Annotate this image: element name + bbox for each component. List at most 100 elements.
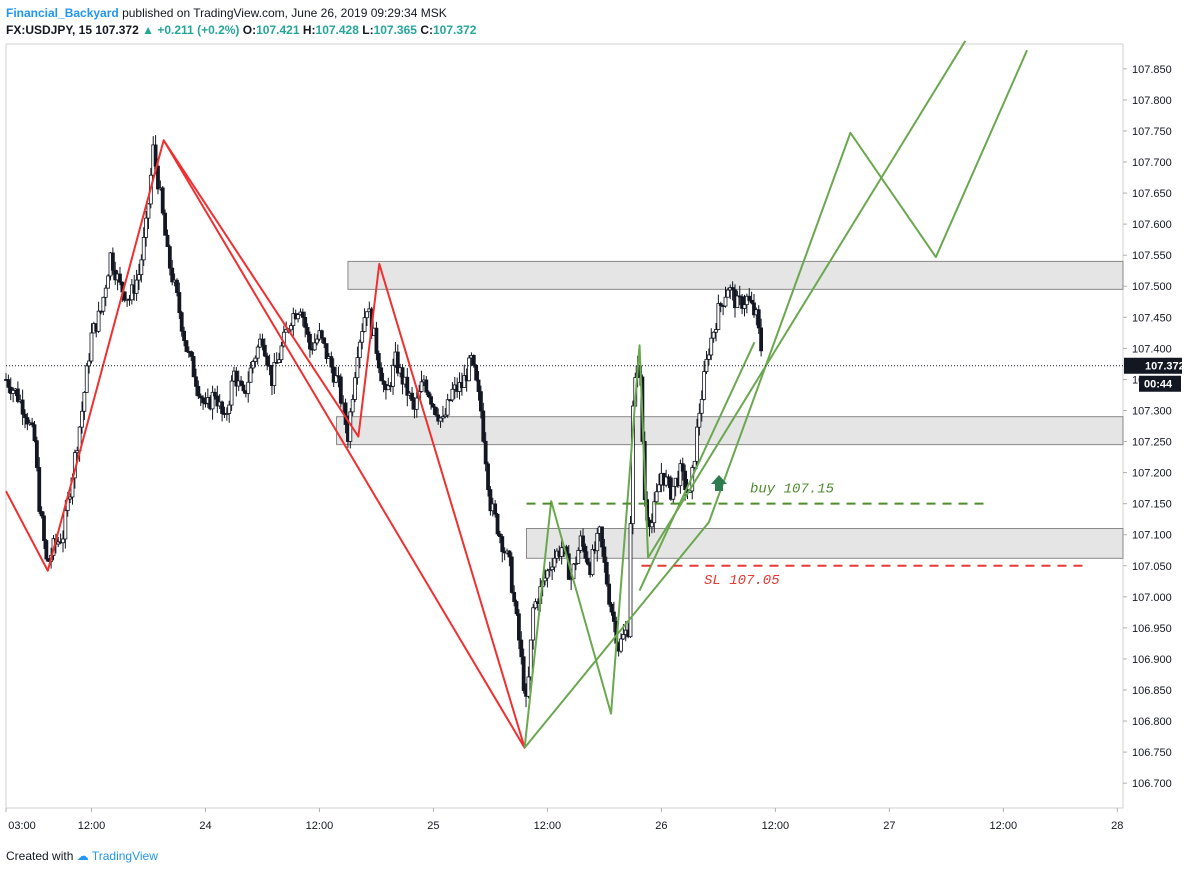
candle-body-110 <box>265 355 270 366</box>
y-tick-label-4: 107.650 <box>1132 188 1172 200</box>
candle-body-180 <box>431 403 436 408</box>
candle-body-69 <box>167 246 172 269</box>
candle-body-40 <box>99 310 103 313</box>
candle-body-231 <box>552 557 557 568</box>
tradingview-logo-icon[interactable]: ☁ <box>76 849 89 863</box>
time-axis[interactable]: 03:00 12:00 24 12:00 25 12:00 26 12:00 27 12:00 28 <box>5 808 1123 832</box>
high-value: 107.428 <box>315 23 359 37</box>
candle-body-303 <box>723 296 728 307</box>
candle-body-72 <box>175 279 179 293</box>
candle-body-254 <box>607 583 612 605</box>
y-tick-label-2: 107.750 <box>1132 126 1172 138</box>
candle-body-139 <box>334 375 338 383</box>
candle-body-73 <box>177 292 182 314</box>
candle-body-297 <box>709 337 714 356</box>
y-tick-label-5: 107.600 <box>1132 219 1172 231</box>
candle-body-216 <box>517 613 521 641</box>
x-tick-label-1: 12:00 <box>78 820 106 832</box>
candle-body-33 <box>82 392 87 412</box>
candle-body-315 <box>752 302 756 316</box>
candle-body-130 <box>312 342 317 351</box>
candle-body-304 <box>725 289 730 298</box>
candle-body-209 <box>500 536 505 553</box>
candle-body-91 <box>220 401 224 414</box>
y-tick-label-6: 107.550 <box>1132 250 1172 262</box>
candle-body-150 <box>360 331 365 343</box>
candle-body-193 <box>462 375 467 388</box>
candle-body-100 <box>241 384 246 392</box>
candle-body-36 <box>89 332 94 362</box>
candle-body-138 <box>331 366 336 383</box>
open-value: 107.421 <box>256 23 300 37</box>
x-tick-label-2: 24 <box>199 820 211 832</box>
y-tick-label-12: 107.250 <box>1132 437 1172 449</box>
candle-body-108 <box>260 338 265 346</box>
candle-body-181 <box>433 406 438 416</box>
y-tick-label-17: 107.000 <box>1132 592 1172 604</box>
candle-body-286 <box>683 470 688 491</box>
candle-body-79 <box>191 356 196 378</box>
candle-body-58 <box>141 237 146 261</box>
x-tick-label-5: 12:00 <box>534 820 562 832</box>
candle-body-146 <box>350 399 355 413</box>
candle-body-158 <box>379 367 384 382</box>
candle-body-253 <box>604 562 609 585</box>
candle-body-293 <box>699 398 704 414</box>
candle-body-59 <box>144 217 148 238</box>
candle-body-45 <box>110 252 115 271</box>
tradingview-brand[interactable]: TradingView <box>91 849 158 863</box>
candle-body-247 <box>590 549 595 575</box>
published-text: published on TradingView.com, June 26, 2… <box>122 6 447 20</box>
candle-body-81 <box>196 385 201 397</box>
candle-body-75 <box>182 330 186 341</box>
candle-body-147 <box>353 377 357 400</box>
high-label: H: <box>302 23 316 37</box>
candle-body-299 <box>714 329 718 333</box>
candle-body-70 <box>170 267 175 283</box>
candle-body-35 <box>87 360 92 367</box>
candle-body-156 <box>374 327 379 354</box>
zone-2 <box>526 527 1124 559</box>
price-axis[interactable]: 107.850 107.800 107.750 107.700 107.650 107.6… <box>1123 64 1172 790</box>
candle-body-186 <box>445 399 450 416</box>
candle-body-94 <box>227 404 232 414</box>
candle-body-308 <box>735 295 740 308</box>
candle-body-12 <box>32 424 37 442</box>
candle-body-82 <box>198 395 203 399</box>
candle-body-63 <box>153 144 158 167</box>
symbol-label: FX:USDJPY, 15 <box>6 23 93 37</box>
candle-body-127 <box>305 326 310 335</box>
candle-body-278 <box>664 476 669 486</box>
candle-body-5 <box>15 388 20 402</box>
candle-body-264 <box>630 405 635 525</box>
candle-body-105 <box>253 357 258 362</box>
author-name[interactable]: Financial_Backyard <box>6 6 119 20</box>
candle-body-259 <box>619 638 623 652</box>
candle-body-310 <box>740 296 745 309</box>
x-tick-label-0: 03:00 <box>8 820 36 832</box>
candle-body-42 <box>103 287 108 298</box>
candle-body-120 <box>289 325 293 331</box>
candle-body-126 <box>303 316 308 328</box>
candle-body-195 <box>467 357 471 382</box>
candle-body-251 <box>600 526 604 548</box>
candle-body-1 <box>6 379 11 388</box>
candle-body-152 <box>365 311 369 319</box>
candle-body-121 <box>291 313 296 326</box>
candle-body-95 <box>229 380 234 406</box>
candle-body-140 <box>336 375 341 378</box>
candle-body-34 <box>84 365 89 393</box>
buy-arrow-icon <box>711 475 727 491</box>
candle-body-197 <box>471 355 476 366</box>
candle-body-223 <box>533 601 538 609</box>
candle-body-175 <box>419 381 424 392</box>
candle-body-229 <box>547 569 552 572</box>
candle-body-133 <box>319 330 324 339</box>
candle-body-213 <box>509 556 514 593</box>
candle-body-203 <box>486 463 490 491</box>
candle-body-99 <box>239 380 243 386</box>
y-tick-label-21: 106.800 <box>1132 716 1172 728</box>
candle-body-102 <box>246 381 251 394</box>
y-tick-label-8: 107.450 <box>1132 312 1172 324</box>
